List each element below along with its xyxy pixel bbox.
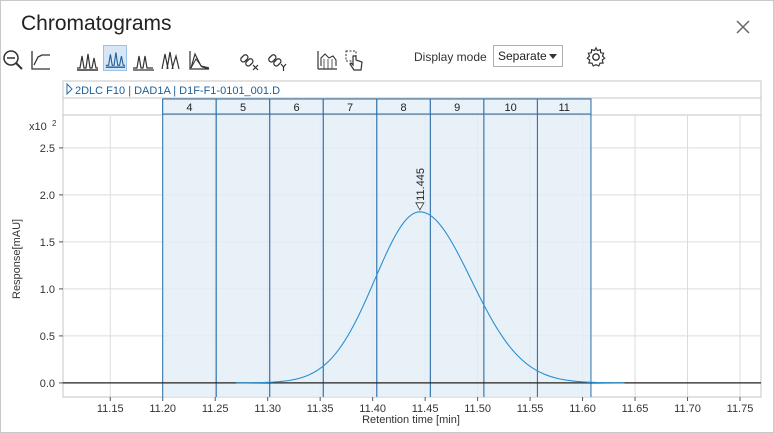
x-tick-label: 11.70 [674,403,701,415]
link-y-icon[interactable] [265,47,289,73]
x-tick-label: 11.75 [727,403,754,415]
x-tick-label: 11.45 [412,403,439,415]
autoscale-icon[interactable] [29,47,53,73]
dropdown-arrow-icon [549,54,557,59]
y-multiplier: x10 [29,121,47,133]
x-axis: 11.15 11.20 11.25 11.30 11.35 11.40 11.45 11.50… [97,397,753,415]
chromatogram-trace[interactable] [236,211,625,384]
fraction-region[interactable] [430,115,484,397]
window-title: Chromatograms [21,12,172,35]
y-axis: 0.0 0.5 1.0 1.5 2.0 2.5 [40,143,63,390]
settings-gear-icon[interactable] [585,46,607,68]
close-icon[interactable] [735,19,751,35]
x-tick-label: 11.35 [307,403,334,415]
y-tick-label: 1.5 [40,237,55,249]
peak-marker-icon[interactable] [415,202,425,211]
fraction-label: 6 [293,102,299,114]
y-tick-label: 1.0 [40,284,55,296]
fraction-label: 8 [401,102,407,114]
area-fill-icon[interactable] [187,47,211,73]
display-mode-select[interactable]: Separate [493,45,563,67]
fraction-label: 10 [505,102,517,114]
x-tick-label: 11.60 [569,403,596,415]
fractions: 4 5 6 7 8 9 10 11 [162,98,592,397]
x-tick-label: 11.20 [149,403,176,415]
x-tick-label: 11.40 [359,403,386,415]
x-axis-label: Retention time [min] [362,414,460,426]
display-mode-value: Separate [498,49,547,63]
x-tick-label: 11.50 [464,403,491,415]
x-tick-label: 11.15 [97,403,124,415]
fraction-region[interactable] [162,115,217,397]
peaks-outline-icon[interactable] [131,47,155,73]
y-tick-label: 0.0 [40,378,55,390]
expand-triangle-icon[interactable] [66,82,73,96]
trace-label: 2DLC F10 | DAD1A | D1F-F1-0101_001.D [75,85,280,97]
peak-label: 11.445 [415,168,427,201]
y-axis-label: Response[mAU] [11,219,23,299]
y-tick-label: 2.5 [40,143,55,155]
waterfall-icon[interactable] [159,47,183,73]
zoom-out-icon[interactable] [1,47,25,73]
fraction-label: 9 [454,102,460,114]
fraction-region[interactable] [216,115,270,397]
x-tick-label: 11.65 [622,403,649,415]
fraction-region[interactable] [323,115,377,397]
y-tick-label: 2.0 [40,190,55,202]
x-tick-label: 11.55 [517,403,544,415]
fraction-collection-icon[interactable] [315,47,339,73]
unlink-x-icon[interactable] [237,47,261,73]
x-tick-label: 11.25 [202,403,229,415]
display-mode-label: Display mode [414,50,487,64]
fraction-tab[interactable] [536,98,592,115]
fraction-region[interactable] [269,115,324,397]
fraction-region[interactable] [537,115,591,397]
fraction-label: 5 [240,102,246,114]
overlay-stack-icon[interactable] [75,47,99,73]
touch-select-icon[interactable] [343,47,367,73]
fraction-label: 11 [558,102,569,114]
fraction-label: 7 [347,102,353,114]
fraction-label: 4 [186,102,192,114]
separate-peaks-icon[interactable] [103,45,127,71]
y-tick-label: 0.5 [40,331,55,343]
y-exponent: 2 [52,119,57,128]
x-tick-label: 11.30 [254,403,281,415]
fraction-region[interactable] [483,115,538,397]
